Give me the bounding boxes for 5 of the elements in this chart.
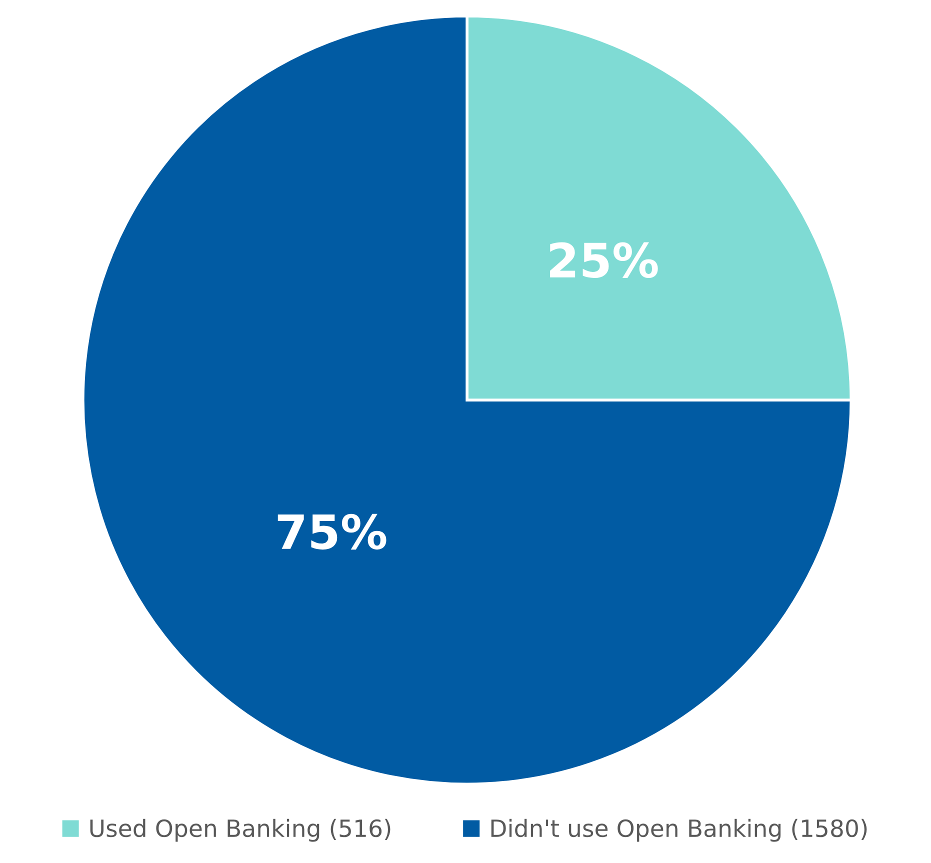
pie-slice [82, 14, 853, 786]
legend-label: Used Open Banking (516) [90, 818, 390, 842]
legend-label: Didn't use Open Banking (1580) [491, 818, 867, 842]
data-label: 25% [550, 242, 658, 278]
data-label: 75% [278, 514, 386, 550]
